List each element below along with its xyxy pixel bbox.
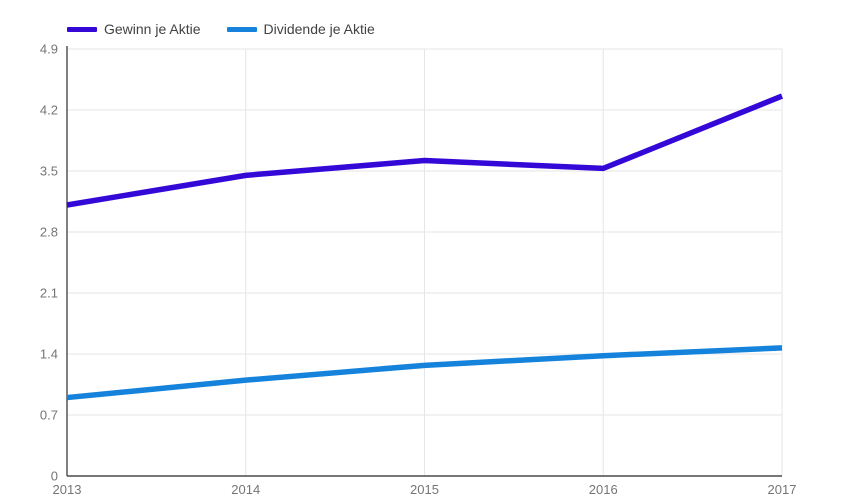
y-tick-label: 3.5 (40, 164, 58, 179)
legend-swatch-gewinn-icon (67, 26, 97, 32)
x-tick-label: 2015 (410, 482, 439, 497)
y-tick-label: 0.7 (40, 408, 58, 423)
legend-label: Dividende je Aktie (263, 21, 375, 37)
series-line-dividende-je-aktie (66, 345, 783, 401)
y-tick-label: 2.1 (40, 286, 58, 301)
x-tick-label: 2017 (768, 482, 797, 497)
legend-item-dividende-je-aktie: Dividende je Aktie (226, 21, 375, 37)
x-tick-label: 2016 (589, 482, 618, 497)
legend-item-gewinn-je-aktie: Gewinn je Aktie (67, 21, 201, 37)
x-tick-label: 2013 (53, 482, 82, 497)
legend-label: Gewinn je Aktie (104, 21, 201, 37)
legend-swatch-dividende-icon (226, 26, 257, 32)
y-tick-label: 1.4 (40, 347, 58, 362)
y-tick-label: 2.8 (40, 225, 58, 240)
y-tick-label: 0 (51, 469, 58, 484)
x-tick-label: 2014 (231, 482, 260, 497)
chart-legend: Gewinn je Aktie Dividende je Aktie (67, 21, 375, 37)
series-line-gewinn-je-aktie (66, 93, 784, 208)
y-tick-label: 4.9 (40, 42, 58, 57)
y-tick-label: 4.2 (40, 103, 58, 118)
